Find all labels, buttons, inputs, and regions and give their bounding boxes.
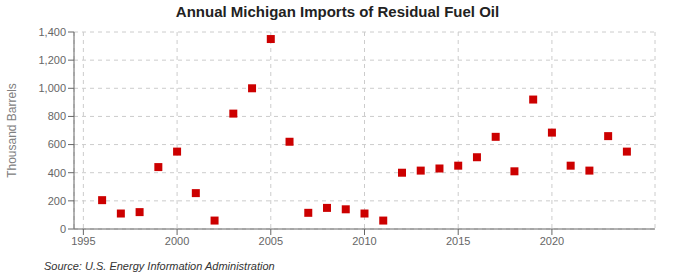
svg-text:2000: 2000 [165,235,189,247]
svg-text:Thousand Barrels: Thousand Barrels [8,83,19,178]
svg-text:200: 200 [48,195,66,207]
svg-text:600: 600 [48,138,66,150]
svg-text:2020: 2020 [540,235,564,247]
svg-text:2010: 2010 [352,235,376,247]
svg-text:1995: 1995 [71,235,95,247]
svg-text:1,200: 1,200 [38,54,66,66]
svg-text:2015: 2015 [446,235,470,247]
svg-text:0: 0 [60,223,66,235]
svg-text:800: 800 [48,110,66,122]
svg-text:400: 400 [48,167,66,179]
svg-text:1,400: 1,400 [38,26,66,38]
svg-text:2005: 2005 [259,235,283,247]
svg-text:1,000: 1,000 [38,82,66,94]
html-text:Source: U.S. Energy Informatio: Source: U.S. Energy Information Administ… [44,260,275,272]
html-text:Annual Michigan Imports of Res: Annual Michigan Imports of Residual Fuel… [175,3,500,20]
